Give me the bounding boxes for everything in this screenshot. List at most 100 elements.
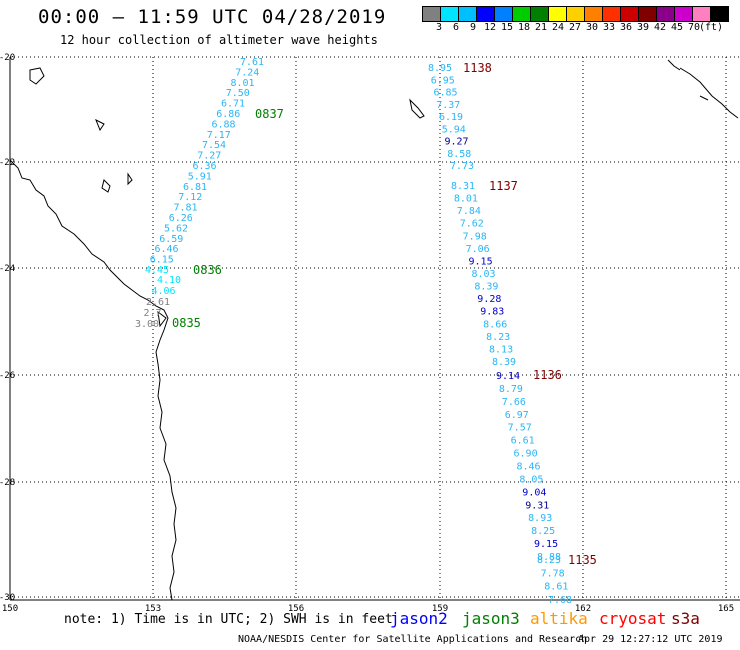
wave-height-value: 6.95 — [431, 75, 455, 86]
lon-label: 162 — [575, 604, 591, 614]
island-2 — [127, 172, 133, 186]
wave-height-value: 8.88 — [537, 552, 561, 563]
wave-height-value: 6.85 — [433, 88, 457, 99]
satellite-name: s3a — [671, 609, 700, 628]
units-note: note: 1) Time is in UTC; 2) SWH is in fe… — [64, 612, 393, 627]
satellite-name: altika — [530, 609, 588, 628]
wave-height-value: 8.66 — [483, 319, 507, 330]
wave-height-value: 8.58 — [447, 149, 471, 160]
wave-height-value: 7.37 — [436, 100, 460, 111]
wave-height-value: 7.24 — [235, 67, 259, 78]
vanuatu-3 — [699, 95, 709, 101]
satellite-name: jason2 — [390, 609, 448, 628]
legend-label: (ft) — [698, 22, 724, 33]
wave-height-value: 3.00 — [135, 319, 159, 330]
island-4 — [95, 118, 105, 132]
wave-height-value: 9.83 — [480, 307, 504, 318]
legend-label: 6 — [452, 22, 460, 33]
wave-height-value: 6.81 — [183, 182, 207, 193]
wave-height-value: 2.61 — [146, 297, 170, 308]
wave-height-value: 8.23 — [486, 332, 510, 343]
wave-height-value: 5.62 — [164, 223, 188, 234]
wave-height-value: 8.61 — [544, 582, 568, 593]
wave-height-value: 7.98 — [463, 231, 487, 242]
wave-height-value: 8.23 — [537, 555, 561, 566]
wave-height-value: 7.73 — [450, 161, 474, 172]
wave-height-value: 6.26 — [169, 213, 193, 224]
legend-label: 27 — [568, 22, 582, 33]
wave-height-value: 8.05 — [519, 474, 543, 485]
pass-time-label: 1137 — [489, 179, 518, 193]
wave-height-value: 8.31 — [451, 181, 475, 192]
wave-height-value: 6.61 — [511, 436, 535, 447]
wave-height-value: 8.01 — [454, 194, 478, 205]
credit-text: NOAA/NESDIS Center for Satellite Applica… — [238, 634, 588, 645]
wave-height-value: 6.59 — [159, 234, 183, 245]
lat-label: -24 — [0, 264, 15, 274]
wave-height-value: 4.10 — [157, 275, 181, 286]
pass-time-label: 1136 — [533, 368, 562, 382]
map-subtitle: 12 hour collection of altimeter wave hei… — [60, 33, 378, 47]
pass-time-label: 1138 — [463, 61, 492, 75]
wave-height-value: 5.94 — [442, 124, 466, 135]
island-1 — [101, 179, 111, 193]
wave-height-value: 7.84 — [457, 206, 481, 217]
wave-height-value: 5.91 — [188, 171, 212, 182]
map-title: 00:00 – 11:59 UTC 04/28/2019 — [38, 6, 387, 28]
wave-height-value: 9.28 — [477, 294, 501, 305]
vanuatu — [679, 67, 739, 119]
wave-height-value: 9.31 — [525, 500, 549, 511]
vanuatu-2 — [667, 59, 681, 71]
wave-height-value: 7.57 — [508, 423, 532, 434]
generation-timestamp: Apr 29 12:27:12 UTC 2019 — [578, 634, 723, 645]
island-3 — [29, 67, 45, 85]
wave-height-value: 7.50 — [226, 88, 250, 99]
wave-height-value: 7.66 — [502, 397, 526, 408]
wave-height-value: 7.62 — [460, 219, 484, 230]
pass-time-label: 0836 — [193, 263, 222, 277]
australia-coastline — [9, 159, 177, 601]
wave-height-value: 8.46 — [516, 462, 540, 473]
wave-height-value: 7.27 — [197, 151, 221, 162]
lat-label: -26 — [0, 371, 15, 381]
wave-height-value: 6.71 — [221, 99, 245, 110]
legend-label: 21 — [534, 22, 548, 33]
lon-label: 156 — [288, 604, 304, 614]
legend-label: 33 — [602, 22, 616, 33]
legend-label: 12 — [483, 22, 497, 33]
wave-height-value: 8.79 — [499, 384, 523, 395]
coastline — [9, 59, 739, 601]
legend-label: 45 — [670, 22, 684, 33]
legend-label: 36 — [619, 22, 633, 33]
legend-label: 42 — [653, 22, 667, 33]
wave-height-value: 8.13 — [489, 344, 513, 355]
wave-height-value: 7.78 — [541, 568, 565, 579]
lon-label: 165 — [718, 604, 734, 614]
lat-label: -30 — [0, 593, 15, 603]
wave-height-value: 7.06 — [466, 244, 490, 255]
wave-height-value: 8.39 — [474, 282, 498, 293]
legend-label: 39 — [636, 22, 650, 33]
legend-label: 24 — [551, 22, 565, 33]
legend-label: 9 — [469, 22, 477, 33]
wave-height-value: 7.17 — [207, 130, 231, 141]
legend-label: 18 — [517, 22, 531, 33]
wave-height-value: 8.93 — [528, 513, 552, 524]
wave-height-value: 2.7 — [143, 308, 161, 319]
lat-label: -28 — [0, 478, 15, 488]
wave-height-value: 6.90 — [514, 449, 538, 460]
lon-label: 159 — [432, 604, 448, 614]
wave-height-value: 8.25 — [531, 526, 555, 537]
lon-label: 153 — [145, 604, 161, 614]
wave-height-value: 7.81 — [173, 203, 197, 214]
color-scale-legend — [422, 6, 729, 22]
lat-label: -20 — [0, 53, 15, 63]
wave-height-value: 9.15 — [469, 256, 493, 267]
wave-height-value: 6.36 — [192, 161, 216, 172]
altimeter-passes: 7.617.248.017.506.716.866.887.177.547.27… — [135, 57, 597, 606]
wave-height-value: 7.54 — [202, 140, 226, 151]
wave-height-value: 9.04 — [522, 487, 546, 498]
wave-height-value: 8.95 — [428, 63, 452, 74]
satellite-name: jason3 — [462, 609, 520, 628]
